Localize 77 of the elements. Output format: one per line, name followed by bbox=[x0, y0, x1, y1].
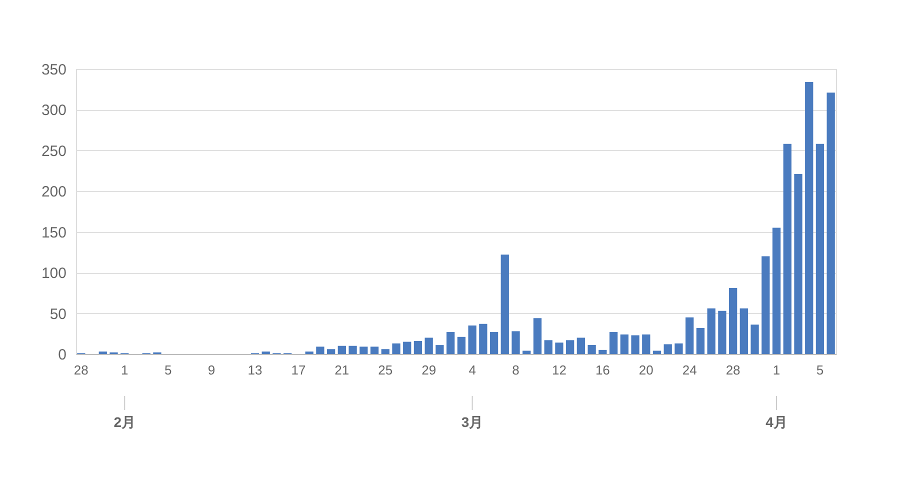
bar bbox=[631, 335, 640, 354]
x-tick-label: 25 bbox=[378, 362, 393, 378]
text: 2月 bbox=[114, 414, 136, 430]
bar bbox=[338, 346, 346, 354]
bar bbox=[718, 310, 726, 354]
x-tick-label: 29 bbox=[422, 362, 436, 378]
x-tick-label: 21 bbox=[334, 362, 350, 378]
bar bbox=[468, 326, 476, 354]
x-tick-label: 28 bbox=[726, 362, 740, 378]
x-tick-label: 12 bbox=[552, 362, 566, 378]
bar bbox=[500, 254, 509, 354]
bar bbox=[436, 345, 444, 354]
bar bbox=[326, 349, 336, 354]
bar bbox=[620, 334, 628, 354]
bar bbox=[392, 343, 400, 354]
bar bbox=[609, 332, 618, 354]
bar bbox=[783, 144, 792, 354]
bar bbox=[794, 174, 802, 354]
y-tick-label: 300 bbox=[41, 102, 66, 120]
x-tick-label: 9 bbox=[208, 362, 216, 378]
bar bbox=[403, 342, 412, 354]
bar bbox=[728, 288, 738, 354]
x-tick-label: 5 bbox=[164, 362, 172, 378]
x-tick-label: 1 bbox=[121, 362, 128, 378]
x-tick-label: 17 bbox=[291, 362, 306, 378]
bar bbox=[772, 228, 781, 354]
bar bbox=[316, 346, 324, 354]
bar bbox=[805, 82, 814, 354]
bar bbox=[370, 346, 379, 354]
bar bbox=[740, 308, 748, 354]
bar bbox=[826, 92, 835, 354]
bar bbox=[457, 336, 466, 354]
text: 3月 bbox=[461, 414, 484, 430]
y-tick-label: 250 bbox=[41, 142, 66, 160]
bar bbox=[479, 324, 488, 354]
bar bbox=[642, 334, 650, 354]
y-tick-label: 100 bbox=[41, 265, 66, 282]
bar bbox=[707, 308, 716, 354]
bar bbox=[576, 338, 586, 354]
bar bbox=[750, 324, 759, 354]
y-tick-label: 150 bbox=[41, 224, 66, 242]
bar bbox=[533, 318, 542, 354]
bar bbox=[424, 338, 433, 354]
text: 4月 bbox=[766, 414, 788, 430]
bar bbox=[566, 340, 574, 354]
bar bbox=[512, 331, 520, 354]
bar bbox=[414, 340, 422, 354]
x-tick-label: 24 bbox=[682, 362, 697, 378]
bar bbox=[381, 349, 390, 354]
bar bbox=[588, 345, 596, 354]
bar bbox=[816, 144, 824, 354]
bar bbox=[674, 343, 683, 354]
bar bbox=[652, 350, 662, 354]
x-tick-label: 8 bbox=[512, 362, 520, 378]
bar bbox=[490, 332, 498, 354]
x-tick-label: 4 bbox=[468, 362, 476, 378]
x-tick-label: 16 bbox=[595, 362, 610, 378]
bar bbox=[664, 344, 672, 354]
x-tick-label: 20 bbox=[638, 362, 654, 378]
bar bbox=[348, 346, 357, 354]
bar bbox=[544, 340, 552, 354]
bar bbox=[555, 342, 564, 354]
bar bbox=[360, 346, 368, 354]
x-tick-label: 5 bbox=[816, 362, 824, 378]
y-tick-label: 50 bbox=[50, 306, 66, 323]
x-tick-label: 28 bbox=[74, 362, 88, 378]
bar bbox=[598, 350, 607, 354]
x-tick-label: 13 bbox=[248, 362, 262, 378]
bar bbox=[762, 256, 770, 354]
y-tick-label: 350 bbox=[41, 62, 66, 78]
x-tick-label: 1 bbox=[772, 362, 780, 378]
bar bbox=[696, 328, 705, 354]
bar bbox=[686, 317, 694, 354]
bar bbox=[446, 332, 455, 354]
y-tick-label: 200 bbox=[41, 184, 66, 201]
y-tick-label: 0 bbox=[58, 346, 66, 364]
bar bbox=[522, 350, 531, 354]
